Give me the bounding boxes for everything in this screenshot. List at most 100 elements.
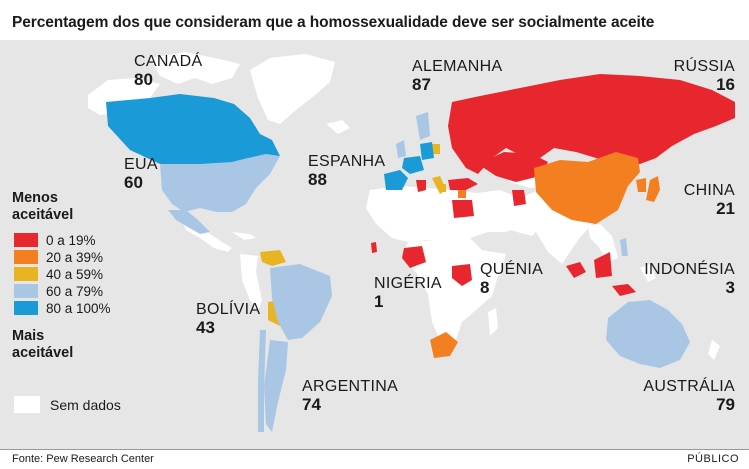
label-china: CHINA 21 xyxy=(683,182,735,218)
venezuela-shape xyxy=(260,250,286,266)
sweden-shape xyxy=(416,112,430,140)
alaska-shape xyxy=(88,78,160,115)
label-indonesia: INDONÉSIA 3 xyxy=(644,261,735,297)
label-australia: AUSTRÁLIA 79 xyxy=(643,378,735,414)
arctic-islands-shape xyxy=(150,52,240,84)
no-data-label: Sem dados xyxy=(50,396,121,413)
argentina-name: ARGENTINA xyxy=(302,378,399,395)
kenya-name: QUÉNIA xyxy=(480,261,544,278)
korea-shape xyxy=(636,178,646,192)
russia-value: 16 xyxy=(716,75,735,94)
uk-shape xyxy=(396,140,406,158)
world-map xyxy=(88,52,735,432)
legend-swatch xyxy=(14,250,38,264)
kazakhstan-shape xyxy=(478,152,548,182)
legend-swatch xyxy=(14,284,38,298)
brazil-shape xyxy=(270,264,332,340)
china-value: 21 xyxy=(716,199,735,218)
indonesia-east-shape xyxy=(612,284,636,296)
mexico-shape xyxy=(168,210,210,234)
label-bolivia: BOLÍVIA 43 xyxy=(196,301,261,337)
legend: 0 a 19% 20 a 39% 40 a 59% 60 a 79% 80 a 100% xyxy=(14,232,111,317)
malaysia-shape xyxy=(566,262,586,278)
nigeria-name: NIGÉRIA xyxy=(374,275,442,292)
chile-shape xyxy=(258,330,266,432)
legend-item-label: 40 a 59% xyxy=(46,266,104,282)
philippines-shape xyxy=(620,238,628,256)
label-canada: CANADÁ 80 xyxy=(134,53,203,89)
legend-item-label: 20 a 39% xyxy=(46,249,104,265)
madagascar-shape xyxy=(488,308,498,336)
nz-shape xyxy=(708,340,720,360)
nigeria-shape xyxy=(402,246,426,268)
south-america-west-shape xyxy=(240,254,262,312)
turkey-shape xyxy=(448,178,478,190)
legend-item: 60 a 79% xyxy=(14,283,111,299)
source-note: Fonte: Pew Research Center xyxy=(12,453,154,465)
australia-shape xyxy=(606,300,690,368)
legend-item-label: 60 a 79% xyxy=(46,283,104,299)
legend-item: 80 a 100% xyxy=(14,300,111,316)
russia-shape xyxy=(448,74,735,174)
islands-shape xyxy=(640,264,656,282)
pakistan-shape xyxy=(512,190,526,206)
bolivia-name: BOLÍVIA xyxy=(196,301,261,318)
greenland-shape xyxy=(250,54,335,124)
class-20-39 xyxy=(430,152,660,358)
caribbean-shape xyxy=(232,232,256,240)
spain-shape xyxy=(384,170,408,190)
greece-shape xyxy=(440,184,446,192)
label-germany: ALEMANHA 87 xyxy=(412,59,502,94)
class-60-79 xyxy=(160,112,690,432)
map-title: Percentagem dos que consideram que a hom… xyxy=(12,14,655,31)
east-africa-shape xyxy=(482,250,506,276)
japan-shape xyxy=(646,176,660,202)
legend-item: 0 a 19% xyxy=(14,232,111,248)
australia-name: AUSTRÁLIA xyxy=(643,378,735,395)
map-area: CANADÁ 80 EUA 60 ESPANHA 88 ALEMANHA 87 … xyxy=(0,40,749,449)
canada-value: 80 xyxy=(134,70,153,89)
indonesia-value: 3 xyxy=(725,278,735,297)
legend-swatch xyxy=(14,267,38,281)
legend-swatch xyxy=(14,301,38,315)
indonesia-name: INDONÉSIA xyxy=(644,261,735,278)
kenya-shape xyxy=(452,264,472,286)
legend-item: 40 a 59% xyxy=(14,266,111,282)
bolivia-value: 43 xyxy=(196,318,215,337)
china-shape xyxy=(534,152,640,224)
nigeria-value: 1 xyxy=(374,292,384,311)
central-africa-shape xyxy=(402,238,498,340)
spain-value: 88 xyxy=(308,170,327,189)
class-80-100 xyxy=(106,94,434,190)
kenya-value: 8 xyxy=(480,278,490,297)
legend-item-label: 0 a 19% xyxy=(46,232,96,248)
russia-name: RÚSSIA xyxy=(673,58,735,75)
tunisia-shape xyxy=(416,180,426,192)
usa-name: EUA xyxy=(124,156,158,173)
ghana-shape xyxy=(371,242,377,253)
argentina-shape xyxy=(264,340,288,432)
legend-top-label: Menos aceitável xyxy=(12,190,74,224)
china-name: CHINA xyxy=(683,182,735,199)
legend-bottom-label: Mais aceitável xyxy=(12,328,74,362)
canada-shape xyxy=(106,94,280,164)
class-0-19 xyxy=(371,74,735,296)
legend-item: 20 a 39% xyxy=(14,249,111,265)
south-africa-shape xyxy=(430,332,458,358)
usa-shape xyxy=(160,150,280,212)
lebanon-shape xyxy=(458,190,466,198)
label-russia: RÚSSIA 16 xyxy=(673,58,735,94)
label-spain: ESPANHA 88 xyxy=(308,153,386,189)
germany-shape xyxy=(420,142,434,160)
label-kenya: QUÉNIA 8 xyxy=(480,261,544,297)
usa-value: 60 xyxy=(124,173,143,192)
label-usa: EUA 60 xyxy=(124,156,158,192)
legend-no-data: Sem dados xyxy=(14,396,121,413)
no-data-swatch xyxy=(14,396,40,413)
iceland-shape xyxy=(326,120,350,134)
label-argentina: ARGENTINA 74 xyxy=(302,378,399,414)
canada-name: CANADÁ xyxy=(134,53,203,70)
southeast-asia-shape xyxy=(588,224,618,262)
spain-name: ESPANHA xyxy=(308,153,386,170)
